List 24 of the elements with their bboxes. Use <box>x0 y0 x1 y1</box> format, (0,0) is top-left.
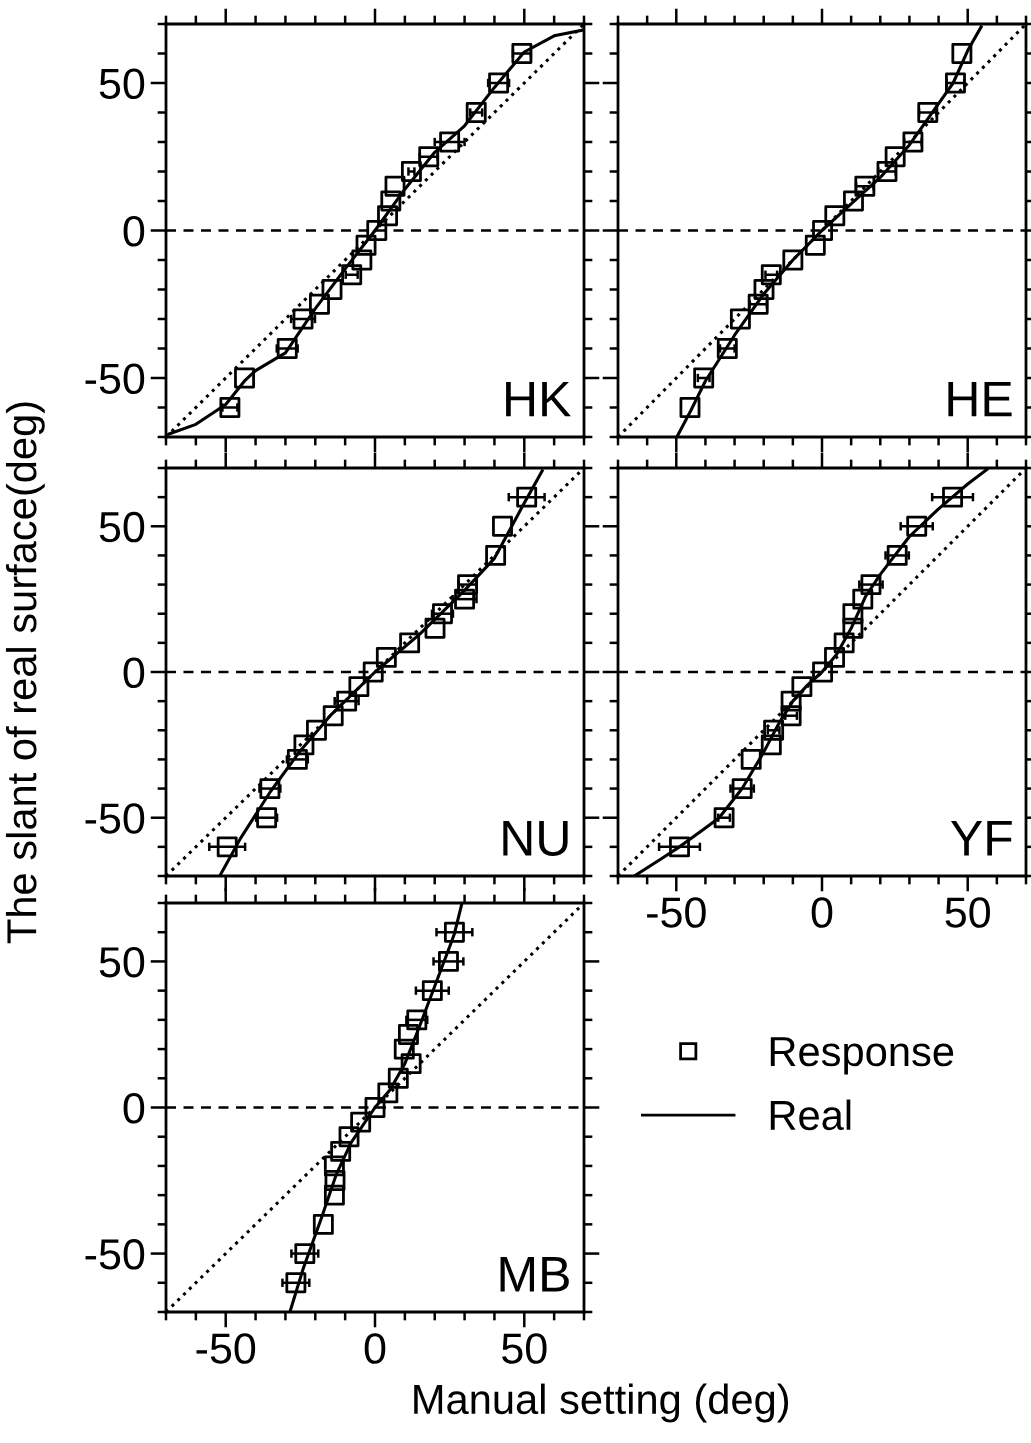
text: MB <box>500 1257 569 1292</box>
x-tick-label: 50 <box>502 1333 547 1364</box>
y-tick-label: -50 <box>85 803 145 834</box>
y-tick-label: 50 <box>99 68 145 100</box>
x-tick-label: -50 <box>647 897 706 928</box>
x-tick-label: 0 <box>364 1333 386 1364</box>
text: YF <box>950 821 1012 856</box>
legend-label: Response <box>770 1037 954 1075</box>
y-tick-label: 0 <box>123 657 145 689</box>
y-tick-label: 50 <box>99 511 145 543</box>
y-tick-label: -50 <box>85 363 145 395</box>
x-axis-title: Manual setting (deg) <box>414 1383 789 1423</box>
legend-label: Real <box>770 1099 851 1131</box>
x-tick-label: -50 <box>196 1333 256 1364</box>
y-axis-title: The slant of real surface(deg) <box>5 402 45 944</box>
y-tick-label: 50 <box>99 946 145 978</box>
text: HE <box>948 381 1012 417</box>
y-tick-label: 0 <box>123 1093 145 1124</box>
y-tick-label: 0 <box>123 216 145 247</box>
text: NU <box>503 821 568 856</box>
x-tick-label: 50 <box>945 897 990 928</box>
y-tick-label: -50 <box>85 1239 145 1270</box>
text: HK <box>506 381 571 417</box>
x-tick-label: 0 <box>811 897 833 928</box>
